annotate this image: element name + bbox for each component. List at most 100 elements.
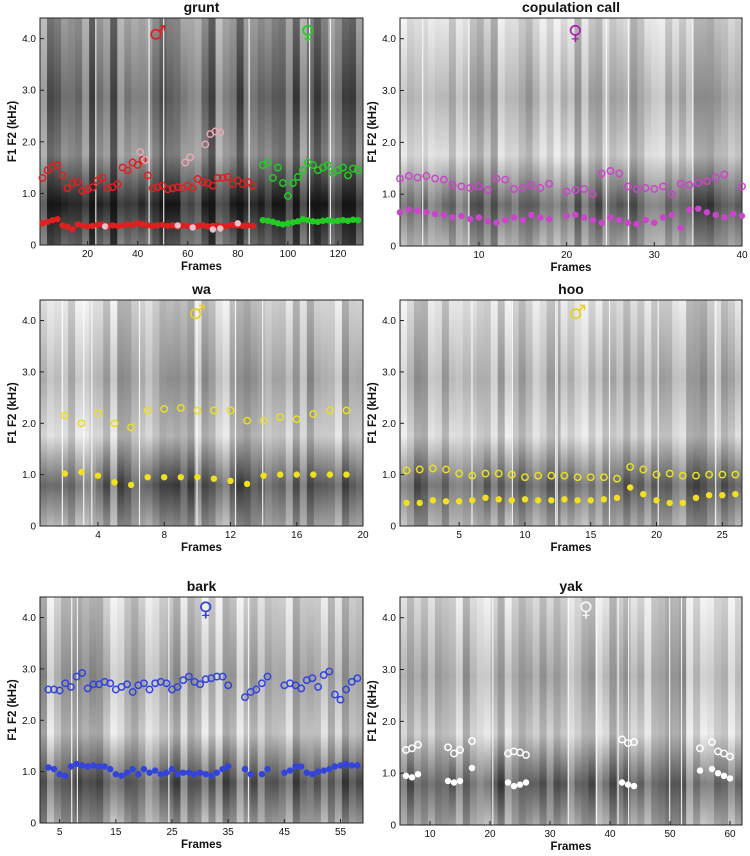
data-point xyxy=(449,214,456,221)
data-point xyxy=(279,221,287,228)
data-point xyxy=(692,494,700,501)
data-point xyxy=(495,496,502,503)
x-tick-label: 10 xyxy=(424,829,436,840)
data-point xyxy=(676,179,685,188)
data-point xyxy=(249,222,256,230)
data-point xyxy=(88,183,97,192)
y-tick-label: 3.0 xyxy=(382,86,396,97)
data-point xyxy=(112,771,120,778)
data-point xyxy=(159,221,166,229)
series-2 xyxy=(61,468,350,489)
y-tick-label: 2.0 xyxy=(382,138,396,149)
data-point xyxy=(269,218,277,225)
x-tick-label: 35 xyxy=(223,827,235,838)
data-point xyxy=(442,465,450,474)
data-point xyxy=(309,771,316,778)
data-point xyxy=(423,209,430,216)
hoo-panel: hoo 0 1.0 2.0 3.0 4.0 5 10 15 20 25 Frames F1 F2 (kH… xyxy=(367,281,743,554)
data-point xyxy=(705,492,713,499)
x-tick-label: 45 xyxy=(279,827,291,838)
data-point xyxy=(163,769,170,776)
data-point xyxy=(456,745,464,754)
data-point xyxy=(199,222,206,229)
data-point xyxy=(201,140,210,149)
wa-panel: wa 0 1.0 2.0 3.0 4.0 4 8 12 16 20 Frames F1 F2 (kHz)… xyxy=(7,281,369,554)
data-point xyxy=(169,222,176,229)
series-2 xyxy=(403,484,739,507)
y-tick-label: 1.0 xyxy=(22,470,36,481)
data-point xyxy=(113,180,122,189)
data-point xyxy=(136,148,145,157)
sex-symbol: ♀ xyxy=(568,21,583,45)
x-tick-label: 20 xyxy=(484,829,496,840)
series-5 xyxy=(258,158,362,200)
data-point xyxy=(189,224,196,231)
data-point xyxy=(738,182,746,191)
data-point xyxy=(527,180,536,189)
panel-title: bark xyxy=(187,578,217,594)
y-tick-label: 4.0 xyxy=(22,613,36,624)
x-tick-label: 8 xyxy=(161,530,167,541)
data-point xyxy=(431,210,439,218)
data-point xyxy=(508,497,515,504)
data-point xyxy=(224,681,233,690)
spectrogram-background xyxy=(400,597,742,825)
data-point xyxy=(303,769,310,776)
data-point xyxy=(89,680,98,689)
series-1 xyxy=(402,735,734,761)
data-point xyxy=(129,765,136,773)
data-point xyxy=(277,471,284,478)
data-point xyxy=(176,403,185,412)
data-point xyxy=(665,469,674,478)
data-point xyxy=(229,221,236,229)
data-point xyxy=(268,173,277,182)
data-point xyxy=(712,211,719,219)
data-point xyxy=(719,492,726,499)
data-point xyxy=(627,484,634,491)
data-point xyxy=(146,769,153,776)
data-point xyxy=(468,764,476,772)
data-point xyxy=(314,768,322,775)
data-point xyxy=(59,222,66,229)
y-tick-label: 0 xyxy=(30,241,36,252)
data-point xyxy=(78,669,87,677)
data-point xyxy=(292,415,301,424)
data-point xyxy=(260,472,267,479)
data-point xyxy=(168,184,177,193)
data-point xyxy=(695,205,702,212)
data-point xyxy=(679,499,686,507)
data-point xyxy=(632,185,641,193)
data-point xyxy=(329,218,337,225)
y-tick-label: 3.0 xyxy=(382,665,396,676)
data-point xyxy=(209,226,216,233)
plot-frame xyxy=(399,299,743,527)
spectrogram-background xyxy=(40,300,363,526)
x-tick-label: 4 xyxy=(95,530,101,541)
data-point xyxy=(157,771,164,778)
data-point xyxy=(43,166,52,175)
data-point xyxy=(243,416,252,425)
data-point xyxy=(239,222,246,230)
data-point xyxy=(319,671,328,680)
data-point xyxy=(467,215,474,223)
data-point xyxy=(537,214,544,221)
data-point xyxy=(624,781,632,788)
data-point xyxy=(606,166,615,175)
data-point xyxy=(652,470,661,479)
data-point xyxy=(650,185,659,193)
data-point xyxy=(448,180,457,189)
data-point xyxy=(482,494,489,501)
data-point xyxy=(160,404,169,413)
x-axis-label: Frames xyxy=(551,262,592,274)
data-point xyxy=(726,752,734,761)
data-point xyxy=(413,173,422,182)
data-point xyxy=(708,738,716,747)
data-point xyxy=(309,218,317,225)
data-point xyxy=(248,181,257,190)
data-point xyxy=(298,763,305,770)
y-tick-label: 3.0 xyxy=(22,367,36,378)
data-point xyxy=(110,419,119,428)
data-point xyxy=(293,172,302,181)
data-point xyxy=(416,499,423,507)
